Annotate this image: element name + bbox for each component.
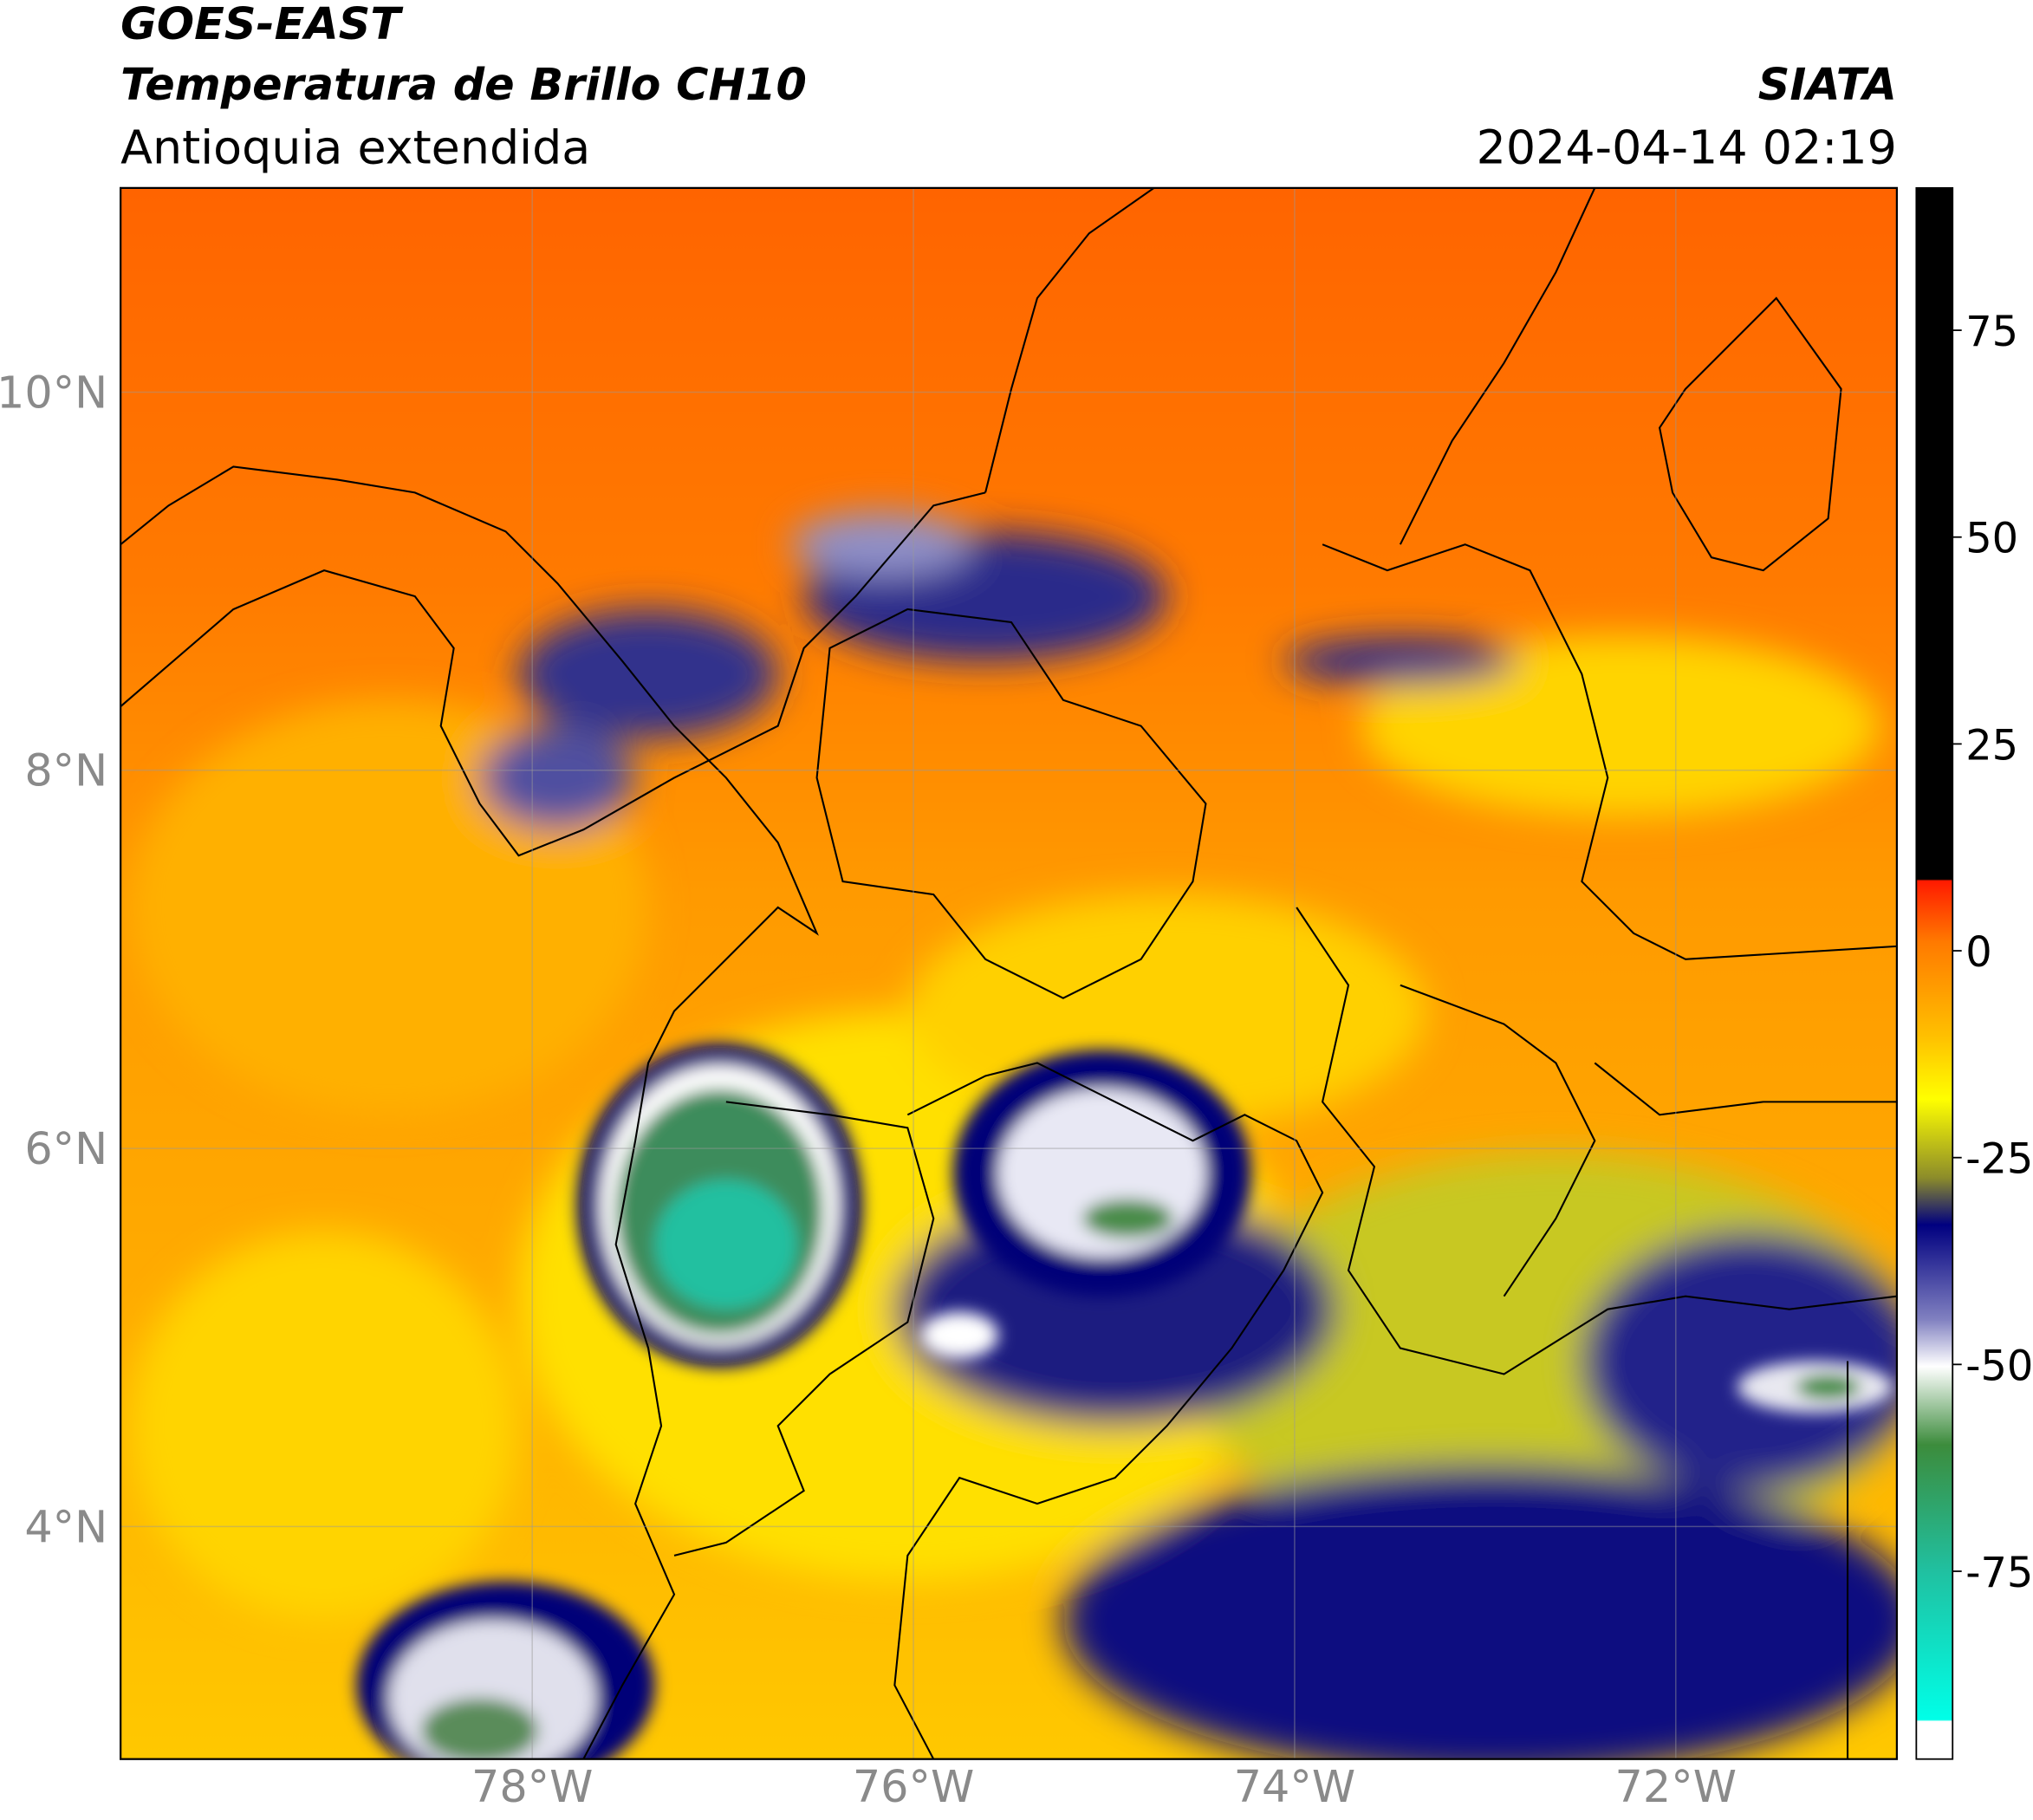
lat-tick-label: 10°N [0,367,107,418]
graticule: 10°N 8°N 6°N 4°N 78°W 76°W 74°W 72°W [0,187,1897,1812]
satellite-image [120,187,1897,1759]
colorbar-tick-label: -75 [1965,1550,2033,1597]
source: SIATA [1758,59,1897,110]
lon-tick-label: 72°W [1615,1761,1737,1812]
map-frame [120,186,1899,1760]
lon-tick-label: 76°W [853,1761,974,1812]
colorbar-tick-label: 50 [1965,516,2018,563]
lat-tick-label: 6°N [24,1123,107,1174]
colorbar-tick-label: -50 [1965,1342,2033,1390]
lon-tick-label: 78°W [471,1761,593,1812]
lat-tick-label: 8°N [24,745,107,796]
lon-tick-label: 74°W [1234,1761,1355,1812]
colorbar-tick-label: -25 [1965,1136,2033,1184]
timestamp: 2024-04-14 02:19 [1477,120,1897,174]
region: Antioquia extendida [120,120,590,174]
subtitle: Temperatura de Brillo CH10 [120,59,807,110]
colorbar-tick-label: 75 [1965,309,2018,356]
colorbar-tick-label: 25 [1965,722,2018,770]
colorbar [1915,186,1954,1760]
colorbar-ticks: 75 50 25 0 -25 -50 -75 [1952,309,2033,1597]
colorbar-tick-label: 0 [1965,929,1991,977]
lat-tick-label: 4°N [24,1501,107,1552]
title: GOES-EAST [120,0,404,49]
